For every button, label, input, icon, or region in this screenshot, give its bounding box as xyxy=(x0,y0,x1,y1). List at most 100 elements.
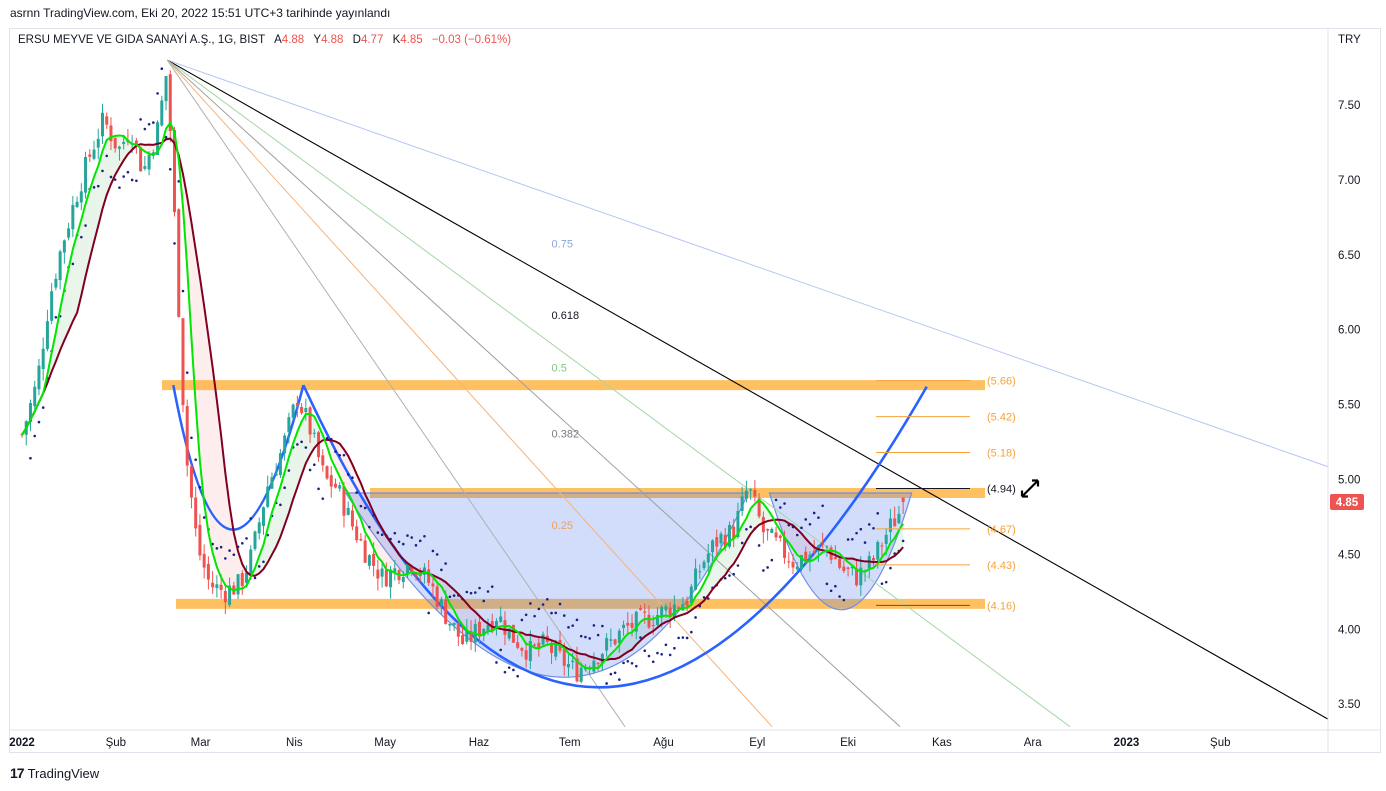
sar-dot xyxy=(554,611,558,615)
candle-body xyxy=(647,614,651,628)
candle-body xyxy=(304,408,308,413)
sar-dot xyxy=(185,371,189,374)
sar-dot xyxy=(863,541,867,544)
candle-body xyxy=(605,638,609,651)
candle-body xyxy=(96,138,100,148)
sar-dot xyxy=(901,539,905,543)
candle-body xyxy=(92,149,96,159)
candle-body xyxy=(41,348,45,370)
sar-dot xyxy=(677,636,680,640)
ma-fill-segment xyxy=(187,197,192,339)
ma-fill-segment xyxy=(852,558,857,570)
y-tick-label: 4.00 xyxy=(1338,624,1360,636)
candle-body xyxy=(516,642,520,648)
sar-dot xyxy=(135,179,138,183)
candle-body xyxy=(850,566,854,569)
ma-fill-segment xyxy=(632,627,637,650)
low-value: 4.77 xyxy=(360,34,384,46)
candle-body xyxy=(842,566,846,571)
ma-fill-segment xyxy=(77,219,82,313)
candle-body xyxy=(715,537,719,547)
sar-dot xyxy=(558,602,562,606)
sar-dot xyxy=(308,468,312,472)
sar-dot xyxy=(507,666,511,669)
candle-body xyxy=(622,624,626,629)
fib-fan-label: 0.618 xyxy=(552,310,580,322)
sar-dot xyxy=(190,436,193,440)
candle-body xyxy=(723,534,727,548)
sar-dot xyxy=(423,534,426,538)
sar-dot xyxy=(681,636,685,639)
candle-body xyxy=(350,510,354,527)
x-tick-label: Haz xyxy=(469,737,490,749)
sar-dot xyxy=(867,523,871,526)
candle-body xyxy=(706,553,710,563)
sr-band xyxy=(176,598,985,609)
candle-body xyxy=(685,600,689,607)
ma-fill-segment xyxy=(627,632,633,652)
candle-body xyxy=(109,125,113,142)
sar-dot xyxy=(639,636,642,639)
candle-body xyxy=(143,166,147,169)
sar-dot xyxy=(732,572,736,576)
candle-body xyxy=(507,628,511,639)
sar-dot xyxy=(834,584,837,588)
sar-dot xyxy=(355,491,358,494)
sar-dot xyxy=(393,531,397,535)
candle-body xyxy=(372,553,376,566)
tradingview-logo-icon: 17 xyxy=(10,765,25,781)
sar-dot xyxy=(338,453,342,457)
candle-body xyxy=(833,556,837,560)
y-tick-label: 5.00 xyxy=(1338,475,1360,487)
sar-dot xyxy=(130,178,134,182)
candle-body xyxy=(579,667,583,682)
candle-body xyxy=(465,630,469,642)
sar-dot xyxy=(812,511,816,515)
candle-body xyxy=(846,567,850,569)
sar-dot xyxy=(249,517,253,520)
sar-dot xyxy=(490,585,494,588)
candle-body xyxy=(550,643,554,653)
candle-body xyxy=(613,639,617,645)
candle-body xyxy=(884,534,888,544)
sar-dot xyxy=(588,637,591,640)
candle-body xyxy=(677,607,681,609)
sar-dot xyxy=(546,597,549,601)
sar-dot xyxy=(622,661,625,665)
sar-dot xyxy=(668,653,672,657)
sar-dot xyxy=(156,92,159,95)
y-tick-label: 7.50 xyxy=(1338,100,1360,112)
fib-fan-label: 0 xyxy=(576,673,582,685)
candle-body xyxy=(592,660,596,672)
candle-body xyxy=(541,634,545,645)
ma-fill-segment xyxy=(293,431,298,500)
sar-dot xyxy=(800,526,803,530)
candle-body xyxy=(503,620,507,635)
candle-body xyxy=(711,540,715,553)
sar-dot xyxy=(287,469,291,472)
cursor-arrow xyxy=(1020,479,1040,498)
sar-dot xyxy=(613,671,617,675)
last-price-label: 4.85 xyxy=(1336,497,1359,509)
sar-dot xyxy=(499,648,503,652)
sar-dot xyxy=(406,534,409,537)
candle-body xyxy=(435,586,439,607)
sar-dot xyxy=(29,456,32,460)
ma-fill-segment xyxy=(619,638,624,658)
candle-body xyxy=(236,574,240,595)
candle-body xyxy=(105,116,109,125)
sar-dot xyxy=(749,525,752,529)
candle-body xyxy=(774,532,778,538)
sar-dot xyxy=(609,672,613,676)
sar-dot xyxy=(418,539,422,543)
sar-dot xyxy=(592,624,596,627)
fib-level-label: (5.42) xyxy=(987,412,1016,424)
x-tick-label: Nis xyxy=(286,737,303,749)
sar-dot xyxy=(838,595,841,598)
fib-level-label: (4.67) xyxy=(987,524,1016,536)
sar-dot xyxy=(876,512,880,515)
candle-body xyxy=(37,365,41,390)
ma-fill-segment xyxy=(94,165,99,242)
sar-dot xyxy=(401,542,405,546)
